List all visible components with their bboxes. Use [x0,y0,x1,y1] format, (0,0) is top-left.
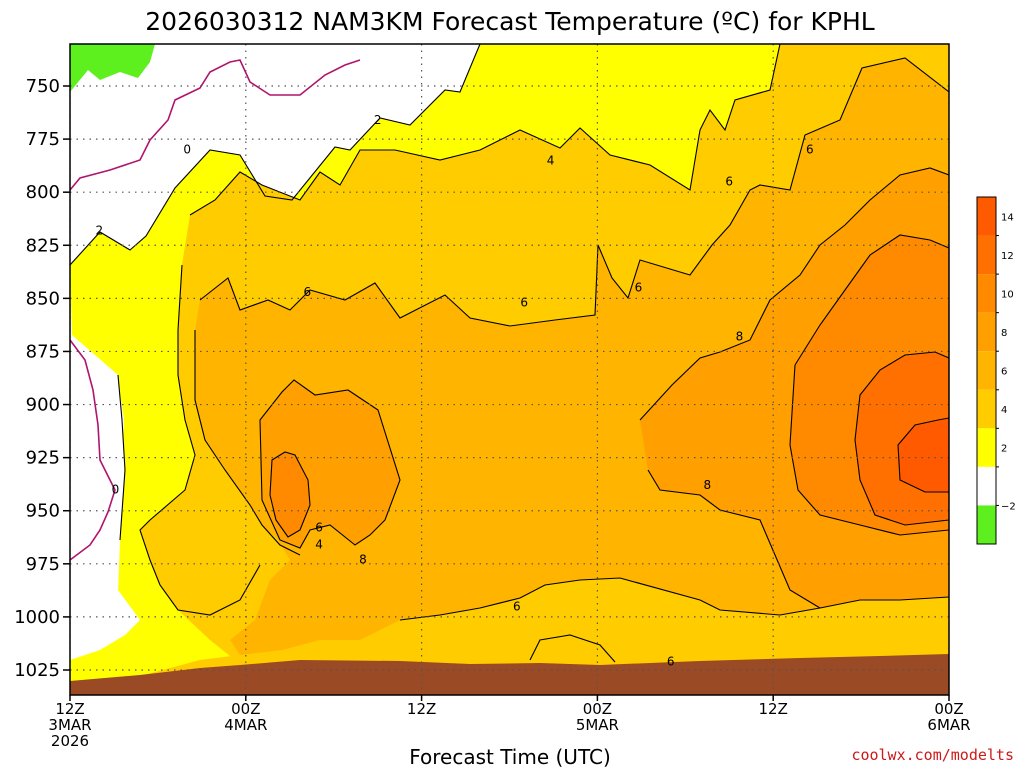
colorbar-tick-label: 4 [1001,405,1007,416]
x-tick-label: 00Z [231,700,260,718]
colorbar-bin [977,351,996,390]
x-tick-label: 12Z [55,700,84,718]
contour-0-top [70,59,361,191]
contour-label: 6 [667,655,675,669]
credit-text: coolwx.com/modelts [851,746,1014,764]
y-tick-label: 750 [26,76,60,97]
y-tick-label: 875 [26,341,60,362]
contour-8-right-b [647,469,821,609]
contour-label: 4 [315,538,323,552]
contour-label: 6 [725,175,733,189]
contour-label: 6 [520,296,528,310]
colorbar-bin [977,274,996,313]
colorbar-tick-label: 14 [1001,212,1014,223]
contour-label: 2 [95,223,103,237]
y-tick-label: 1025 [14,660,60,681]
contour-0-bottom [70,339,116,561]
y-axis: 750 775 800 825 850 875 900 925 950 975 1000 1025 [14,76,70,681]
contour-label: 8 [703,478,711,492]
contour-6-surface [399,577,949,621]
x-tick-label: 6MAR [927,716,970,734]
contour-14 [897,417,949,493]
x-tick-label: 12Z [759,700,788,718]
contour-label: 4 [547,153,555,167]
colorbar-bin [977,235,996,275]
colorbar-bin [977,389,996,429]
band-minus2-2-lower [70,338,124,650]
y-tick-label: 775 [26,129,60,150]
x-tick-label: 00Z [934,700,963,718]
colorbar-bin [977,466,996,506]
contour-label: 6 [304,285,312,299]
contour-2 [70,44,481,266]
plot-area: 0 0 2 2 4 4 6 6 6 6 6 6 6 6 8 8 8 [70,44,949,695]
contour-8-right [639,167,949,421]
terrain [70,654,949,695]
y-tick-label: 950 [26,501,60,522]
contour-10-right [789,234,949,536]
contour-label: 8 [736,330,744,344]
contour-label: 2 [374,113,382,127]
x-tick-label: 3MAR [48,716,91,734]
colorbar-bin [977,197,996,236]
contour-6-lower [194,330,301,556]
contour-label: 0 [112,482,120,496]
colorbar: 14 12 10 8 6 4 2 −2 [976,196,1016,545]
y-tick-label: 800 [26,182,60,203]
contour-labels: 0 0 2 2 4 4 6 6 6 6 6 6 6 6 8 8 8 [95,113,813,669]
contour-2-lower [117,374,126,541]
y-tick-label: 900 [26,395,60,416]
contour-label: 6 [635,281,643,295]
y-tick-label: 825 [26,235,60,256]
contour-8-left [259,379,401,549]
contour-label: 0 [183,143,191,157]
x-tick-label: 4MAR [224,716,267,734]
x-tick-label: 5MAR [576,716,619,734]
contour-label: 6 [315,521,323,535]
contour-4-lower [139,264,261,616]
plot-frame [69,43,950,696]
contour-label: 6 [806,143,814,157]
contour-10-left [269,451,311,538]
x-tick-label: 12Z [407,700,436,718]
band-10-12-left [270,452,310,537]
y-tick-label: 925 [26,448,60,469]
colorbar-bin [977,505,996,544]
band-14-16 [898,418,949,492]
colorbar-tick-label: 12 [1001,251,1014,262]
colorbar-frame [976,196,997,545]
colorbar-tick-label: 2 [1001,444,1007,455]
x-axis-label: Forecast Time (UTC) [409,745,611,768]
contour-6-small [529,634,616,663]
y-tick-label: 975 [26,554,60,575]
y-tick-label: 1000 [14,607,60,628]
colorbar-bin [977,312,996,352]
colorbar-tick-label: 8 [1001,328,1007,339]
colorbar-bin [977,428,996,467]
contour-4 [189,44,781,216]
contour-6 [199,57,949,327]
gridlines [70,44,949,695]
colorbar-tick-label: −2 [1001,501,1016,512]
contour-label: 6 [513,599,521,613]
x-tick-label: 2026 [51,732,89,750]
chart-title: 2026030312 NAM3KM Forecast Temperature (… [145,7,875,36]
x-tick-label: 00Z [583,700,612,718]
colorbar-tick-label: 6 [1001,367,1007,378]
y-tick-label: 850 [26,288,60,309]
colorbar-tick-label: 10 [1001,289,1014,300]
contour-label: 8 [359,553,367,567]
contour-12 [854,351,949,526]
band-minus4-minus2 [70,44,155,92]
